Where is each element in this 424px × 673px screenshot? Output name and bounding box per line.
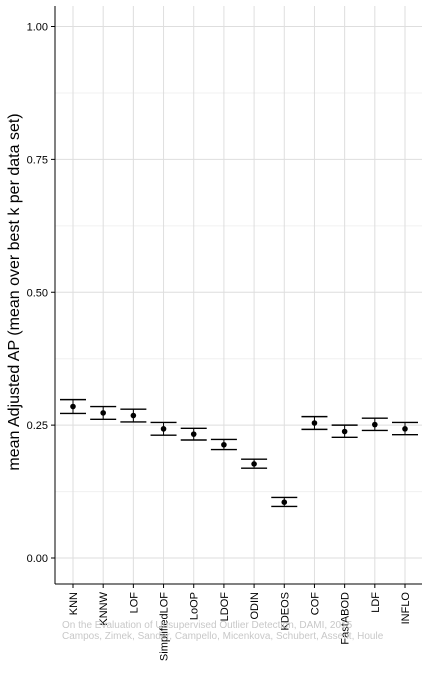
mean-point	[251, 461, 257, 467]
x-tick-label: LOF	[128, 592, 140, 614]
mean-point	[402, 426, 408, 432]
error-bars	[60, 398, 418, 508]
x-tick-label: COF	[309, 592, 321, 616]
mean-point	[70, 403, 76, 410]
y-tick-label: 0.75	[27, 154, 48, 166]
x-tick-label: KNNW	[98, 591, 110, 625]
plot-panel	[55, 6, 422, 584]
grid	[55, 6, 422, 584]
watermark-line-1: On the Evaluation of Unsupervised Outlie…	[62, 620, 353, 631]
mean-point	[372, 421, 378, 428]
x-tick-label: LDF	[370, 592, 382, 613]
axes: 0.00 0.25 0.50 0.75 1.00 KNN KNNW LOF Simplified…	[27, 6, 422, 661]
y-tick-label: 0.25	[27, 420, 48, 432]
y-tick-label: 0.50	[27, 287, 48, 299]
x-tick-label: SimplifiedLOF	[159, 592, 171, 661]
x-tick-label: ODIN	[249, 592, 261, 620]
x-tick-label: KNN	[68, 592, 80, 615]
mean-point	[130, 412, 137, 419]
x-tick-label: INFLO	[400, 592, 412, 625]
mean-point	[160, 426, 167, 432]
y-tick-label: 1.00	[27, 22, 48, 34]
mean-point	[221, 441, 227, 448]
mean-point	[281, 499, 288, 505]
y-axis-label: mean Adjusted AP (mean over best k per d…	[6, 113, 23, 470]
mean-point	[341, 428, 348, 435]
x-tick-label: KDEOS	[279, 592, 291, 631]
y-tick-label: 0.00	[27, 553, 48, 565]
x-tick-label: LDOF	[219, 592, 231, 622]
x-tick-label: LoOP	[189, 592, 201, 620]
mean-point	[100, 410, 106, 416]
mean-point	[311, 420, 318, 426]
watermark-line-2: Campos, Zimek, Sander, Campello, Micenko…	[62, 631, 384, 642]
x-tick-label: FastABOD	[340, 592, 352, 645]
watermark: On the Evaluation of Unsupervised Outlie…	[62, 620, 422, 642]
mean-point	[190, 431, 197, 437]
